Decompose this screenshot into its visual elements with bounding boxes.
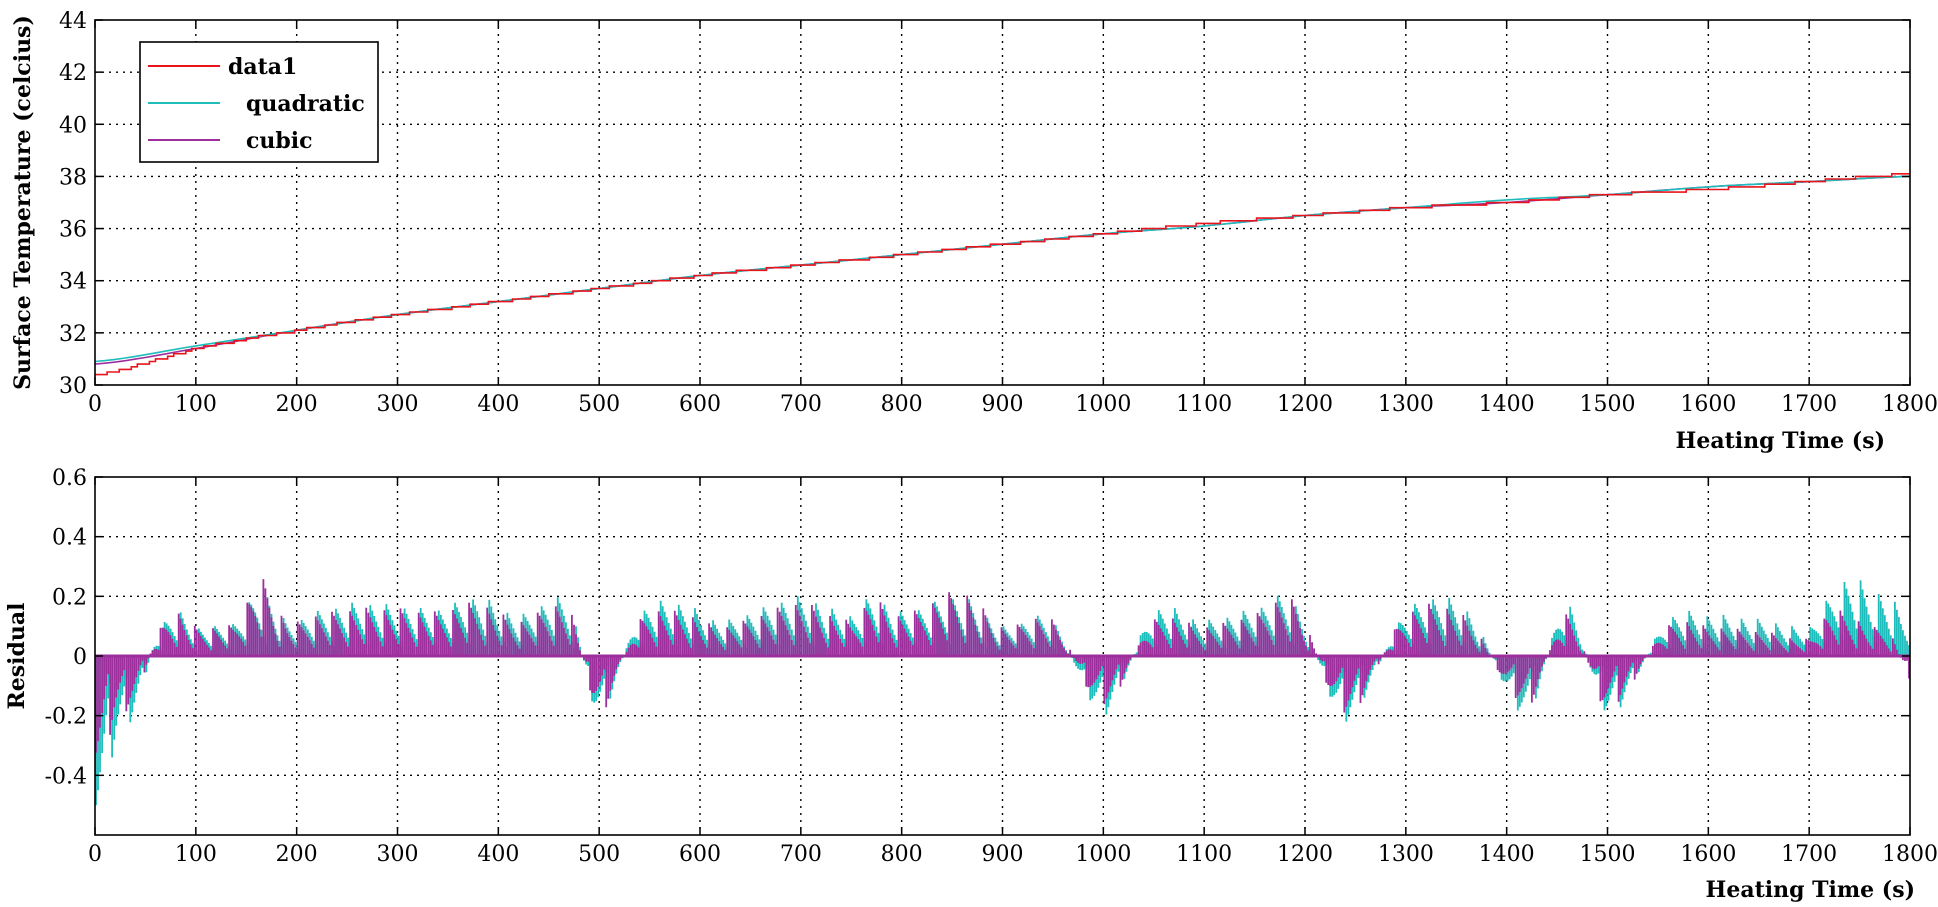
bottom-x-tick-labels: 0 100 200 300 400 500 600 700 800 900 1000 1100 1200… bbox=[88, 842, 1938, 867]
bottom-y-axis-title: Residual bbox=[4, 602, 30, 709]
y-tick-label: 0 bbox=[73, 645, 87, 670]
y-tick-label: 44 bbox=[59, 9, 87, 34]
x-tick-label: 1500 bbox=[1580, 392, 1636, 417]
x-tick-label: 300 bbox=[377, 392, 419, 417]
x-tick-label: 1300 bbox=[1378, 842, 1434, 867]
top-x-tick-labels: 0 100 200 300 400 500 600 700 800 900 1000 1100 1200… bbox=[88, 392, 1938, 417]
x-tick-label: 700 bbox=[780, 392, 822, 417]
bottom-x-axis-title: Heating Time (s) bbox=[1706, 877, 1915, 903]
y-tick-label: 30 bbox=[59, 374, 87, 399]
y-tick-label: 32 bbox=[59, 322, 87, 347]
x-tick-label: 600 bbox=[679, 392, 721, 417]
x-tick-label: 300 bbox=[377, 842, 419, 867]
x-tick-label: 1200 bbox=[1277, 842, 1333, 867]
x-tick-label: 0 bbox=[88, 392, 102, 417]
y-tick-label: 34 bbox=[59, 270, 87, 295]
series-line-quadratic bbox=[94, 175, 1911, 363]
residual-stems-cubic bbox=[95, 579, 1910, 753]
bottom-ticks bbox=[94, 476, 1911, 835]
legend: data1 quadratic cubic bbox=[139, 41, 379, 163]
y-tick-label: 0.2 bbox=[52, 585, 87, 610]
top-plot-area bbox=[94, 173, 1911, 376]
x-tick-label: 1100 bbox=[1176, 392, 1232, 417]
x-tick-label: 1800 bbox=[1882, 392, 1938, 417]
x-tick-label: 900 bbox=[982, 392, 1024, 417]
top-ticks bbox=[94, 19, 1911, 386]
top-x-axis-title: Heating Time (s) bbox=[1676, 428, 1885, 454]
x-tick-label: 1100 bbox=[1176, 842, 1232, 867]
y-tick-label: 42 bbox=[59, 61, 87, 86]
x-tick-label: 1400 bbox=[1479, 392, 1535, 417]
x-tick-label: 500 bbox=[578, 392, 620, 417]
temperature-chart: 0 100 200 300 400 500 600 700 800 900 1000 1100 1200… bbox=[10, 9, 1938, 454]
bottom-y-tick-labels: -0.4 -0.2 0 0.2 0.4 0.6 bbox=[45, 466, 87, 789]
y-tick-label: 38 bbox=[59, 165, 87, 190]
x-tick-label: 100 bbox=[175, 392, 217, 417]
y-tick-label: 36 bbox=[59, 218, 87, 243]
x-tick-label: 1500 bbox=[1580, 842, 1636, 867]
bottom-plot-area bbox=[95, 579, 1910, 806]
y-tick-label: -0.2 bbox=[45, 705, 87, 730]
y-tick-label: -0.4 bbox=[45, 764, 87, 789]
top-y-axis-title: Surface Temperature (celcius) bbox=[10, 15, 36, 390]
x-tick-label: 800 bbox=[881, 392, 923, 417]
x-tick-label: 400 bbox=[477, 842, 519, 867]
x-tick-label: 1000 bbox=[1075, 392, 1131, 417]
x-tick-label: 800 bbox=[881, 842, 923, 867]
x-tick-label: 1000 bbox=[1075, 842, 1131, 867]
legend-label-quadratic: quadratic bbox=[246, 91, 365, 117]
x-tick-label: 500 bbox=[578, 842, 620, 867]
x-tick-label: 1300 bbox=[1378, 392, 1434, 417]
x-tick-label: 1400 bbox=[1479, 842, 1535, 867]
x-tick-label: 1700 bbox=[1781, 392, 1837, 417]
x-tick-label: 1600 bbox=[1680, 842, 1736, 867]
y-tick-label: 40 bbox=[59, 113, 87, 138]
y-tick-label: 0.4 bbox=[52, 526, 87, 551]
legend-label-data1: data1 bbox=[228, 54, 297, 80]
x-tick-label: 1200 bbox=[1277, 392, 1333, 417]
x-tick-label: 1600 bbox=[1680, 392, 1736, 417]
top-y-tick-labels: 30 32 34 36 38 40 42 44 bbox=[59, 9, 87, 399]
x-tick-label: 200 bbox=[276, 842, 318, 867]
x-tick-label: 0 bbox=[88, 842, 102, 867]
x-tick-label: 1700 bbox=[1781, 842, 1837, 867]
x-tick-label: 400 bbox=[477, 392, 519, 417]
residual-chart: 0 100 200 300 400 500 600 700 800 900 1000 1100 1200… bbox=[4, 466, 1938, 903]
series-line-data1 bbox=[95, 173, 1910, 376]
x-tick-label: 700 bbox=[780, 842, 822, 867]
x-tick-label: 200 bbox=[276, 392, 318, 417]
y-tick-label: 0.6 bbox=[52, 466, 87, 491]
legend-label-cubic: cubic bbox=[246, 128, 313, 154]
x-tick-label: 1800 bbox=[1882, 842, 1938, 867]
x-tick-label: 600 bbox=[679, 842, 721, 867]
x-tick-label: 100 bbox=[175, 842, 217, 867]
x-tick-label: 900 bbox=[982, 842, 1024, 867]
